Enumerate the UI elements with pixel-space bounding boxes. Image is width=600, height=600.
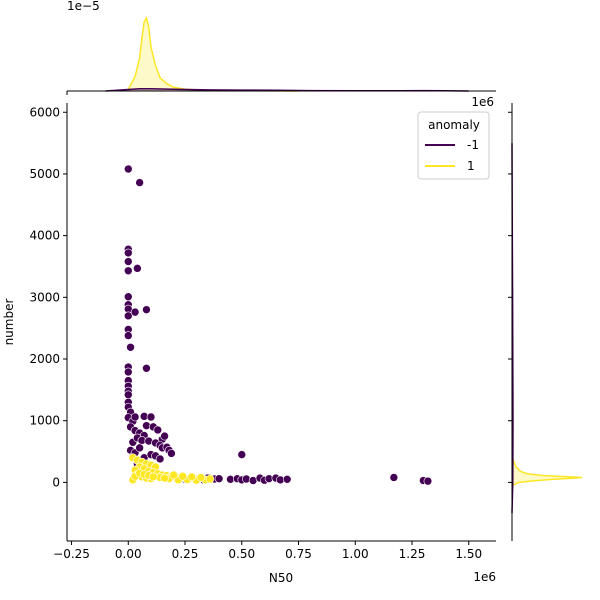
y-tick-label: 3000 [29, 290, 60, 304]
top-marginal-kde-layer [105, 16, 469, 92]
point-anomaly-neg1 [214, 474, 224, 483]
right-marginal-scale-label: 1e6 [471, 95, 494, 109]
y-tick-label: 0 [52, 475, 60, 489]
point-anomaly-neg1 [167, 449, 176, 458]
legend: anomaly -1 1 [417, 111, 490, 180]
point-anomaly-neg1 [123, 311, 133, 321]
point-anomaly-neg1 [146, 412, 156, 422]
top-marginal: 1e−5 [66, 0, 496, 95]
point-anomaly-1 [148, 472, 158, 482]
point-anomaly-neg1 [123, 390, 133, 400]
top-kde-fill [105, 88, 469, 91]
point-anomaly-1 [160, 473, 169, 483]
point-anomaly-neg1 [135, 178, 144, 187]
point-anomaly-neg1 [130, 412, 140, 422]
point-anomaly-neg1 [123, 248, 133, 258]
y-tick-label: 6000 [29, 105, 60, 119]
scatter-points [123, 164, 433, 486]
right-marginal-kde-layer [511, 143, 583, 514]
y-tick-label: 1000 [29, 414, 60, 428]
top-marginal-scale-label: 1e−5 [67, 0, 100, 13]
point-anomaly-neg1 [123, 266, 133, 276]
point-anomaly-neg1 [389, 473, 399, 482]
point-anomaly-1 [196, 473, 206, 482]
right-kde-line [511, 454, 583, 487]
top-kde-fill [128, 18, 299, 91]
point-anomaly-neg1 [123, 367, 133, 377]
x-tick-label: 0.25 [172, 547, 199, 561]
y-axis-label: number [2, 299, 16, 346]
x-tick-label: −0.25 [53, 547, 90, 561]
point-anomaly-neg1 [142, 305, 151, 314]
point-anomaly-neg1 [123, 292, 133, 302]
point-anomaly-neg1 [126, 342, 135, 352]
x-tick-label: 1.00 [342, 547, 369, 561]
x-tick-label: 1.50 [455, 547, 482, 561]
y-tick-label: 5000 [29, 167, 60, 181]
main-plot: −0.25 0.00 0.25 0.50 0.75 1.00 1.25 1.50 0 1000 2… [2, 103, 496, 585]
x-tick-label: 1.25 [399, 547, 426, 561]
y-tick-label: 2000 [29, 352, 60, 366]
y-tick-label: 4000 [29, 229, 60, 243]
point-anomaly-1 [205, 474, 215, 484]
point-anomaly-neg1 [123, 331, 133, 340]
point-anomaly-neg1 [123, 164, 133, 174]
point-anomaly-neg1 [133, 264, 142, 273]
x-axis-label: N50 [269, 571, 293, 585]
x-tick-label: 0.50 [228, 547, 255, 561]
point-anomaly-neg1 [142, 363, 151, 373]
point-anomaly-neg1 [155, 454, 165, 464]
x-tick-label: 0.00 [115, 547, 142, 561]
x-axis-scale-label: 1e6 [473, 570, 496, 584]
right-marginal: 1e6 [471, 95, 583, 541]
point-anomaly-neg1 [423, 476, 433, 486]
legend-label-anomaly-1: 1 [467, 159, 475, 173]
point-anomaly-neg1 [130, 307, 140, 317]
point-anomaly-neg1 [153, 425, 163, 435]
x-tick-label: 0.75 [285, 547, 312, 561]
point-anomaly-neg1 [282, 475, 292, 484]
x-axis-ticks: −0.25 0.00 0.25 0.50 0.75 1.00 1.25 1.50 [53, 541, 482, 561]
point-anomaly-1 [187, 472, 197, 482]
point-anomaly-neg1 [123, 257, 133, 266]
point-anomaly-neg1 [160, 431, 169, 441]
right-kde-fill [512, 454, 582, 486]
point-anomaly-neg1 [237, 450, 247, 459]
y-axis-ticks: 0 1000 2000 3000 4000 5000 6000 [29, 105, 67, 489]
legend-label-anomaly-neg1: -1 [467, 138, 479, 152]
point-anomaly-neg1 [135, 443, 144, 453]
point-anomaly-1 [169, 470, 178, 480]
point-anomaly-1 [178, 471, 188, 481]
right-marginal-ticks [508, 111, 512, 483]
legend-title: anomaly [428, 118, 480, 132]
